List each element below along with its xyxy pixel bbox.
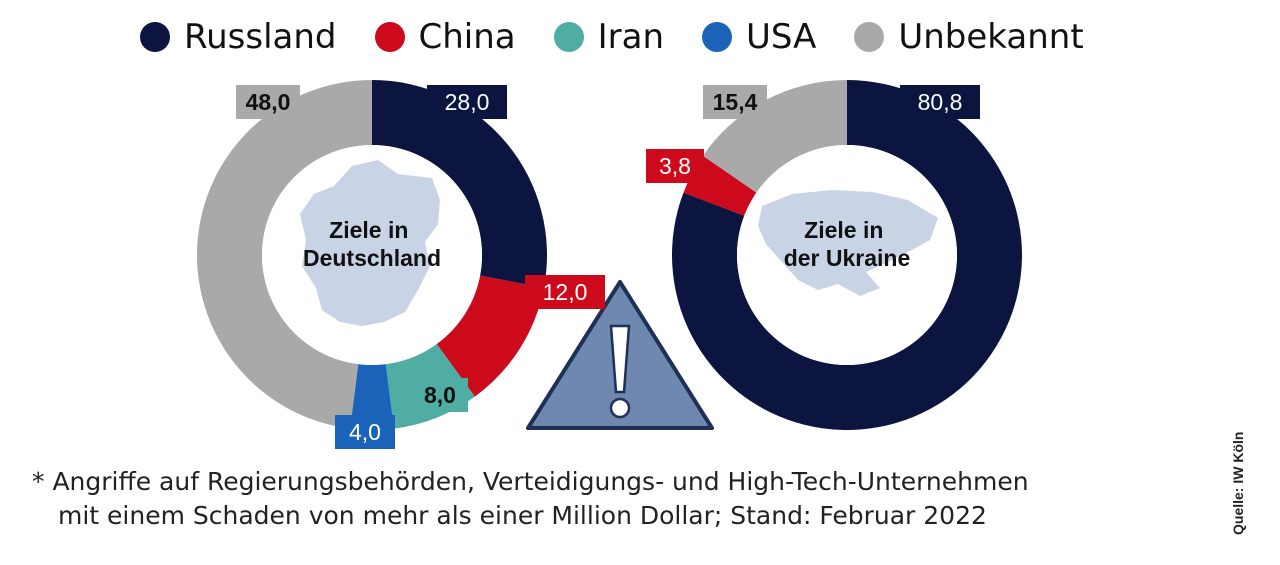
source-note: Quelle: IW Köln (1230, 431, 1246, 535)
data-label-china: 12,0 (525, 275, 605, 309)
data-label-box (703, 85, 767, 119)
legend-item-china: China (374, 17, 516, 57)
warning-triangle-icon (526, 280, 714, 430)
data-label-text: 8,0 (424, 382, 456, 408)
germany-map-icon (300, 160, 440, 326)
data-label-box (412, 378, 468, 412)
legend-item-usa: USA (702, 17, 816, 57)
data-label-text: 15,4 (713, 89, 758, 115)
donut-center-title-deutschland: Ziele in Deutschland (303, 217, 441, 271)
data-label-box (236, 85, 300, 119)
data-label-text: 3,8 (659, 153, 691, 179)
data-label-box (646, 149, 704, 183)
data-label-text: 80,8 (918, 89, 963, 115)
data-label-china: 3,8 (646, 149, 704, 183)
legend: Russland China Iran USA Unbekannt (140, 12, 1122, 62)
data-label-box (335, 415, 395, 449)
data-label-text: 12,0 (543, 279, 588, 305)
data-label-box (525, 275, 605, 309)
data-label-russland: 28,0 (427, 85, 507, 119)
slice-russland (372, 80, 547, 288)
data-label-text: 4,0 (349, 419, 381, 445)
slice-usa (350, 364, 394, 431)
legend-item-iran: Iran (553, 17, 665, 57)
legend-label: USA (746, 17, 817, 57)
data-label-russland: 80,8 (900, 85, 980, 119)
data-label-unbekannt: 15,4 (703, 85, 767, 119)
data-label-text: 28,0 (445, 89, 490, 115)
legend-swatch (140, 22, 170, 52)
legend-swatch (374, 22, 405, 52)
center-title-line-2: Deutschland (303, 245, 441, 271)
data-label-iran: 8,0 (412, 378, 468, 412)
data-label-text: 48,0 (246, 89, 291, 115)
data-label-usa: 4,0 (335, 415, 395, 449)
legend-swatch (702, 22, 733, 52)
center-title-line-1: Ziele in (804, 217, 883, 243)
legend-swatch (553, 22, 584, 52)
legend-item-unbekannt: Unbekannt (854, 17, 1084, 57)
data-label-unbekannt: 48,0 (236, 85, 300, 119)
legend-item-russland: Russland (140, 17, 337, 57)
center-title-line-2: der Ukraine (784, 245, 911, 271)
data-label-box (427, 85, 507, 119)
footnote-line-1: * Angriffe auf Regierungsbehörden, Verte… (32, 467, 1029, 496)
legend-swatch (854, 22, 885, 52)
legend-label: Unbekannt (898, 17, 1084, 57)
data-label-box (900, 85, 980, 119)
slice-unbekannt (196, 80, 372, 429)
ukraine-map-icon (758, 190, 938, 296)
slice-china (436, 275, 544, 397)
slice-russland (672, 80, 1022, 430)
legend-label: Iran (597, 17, 665, 57)
footnote-line-2: mit einem Schaden von mehr als einer Mil… (58, 501, 987, 530)
legend-label: China (418, 17, 516, 57)
value-labels: 28,0 12,0 8,0 4,0 48,0 80,8 3,8 15,4 (236, 85, 980, 449)
donut-center-title-ukraine: Ziele in der Ukraine (784, 217, 911, 271)
legend-label: Russland (184, 17, 337, 57)
slice-unbekannt (702, 80, 847, 193)
center-title-line-1: Ziele in (329, 217, 408, 243)
footnote: * Angriffe auf Regierungsbehörden, Verte… (32, 465, 1192, 533)
